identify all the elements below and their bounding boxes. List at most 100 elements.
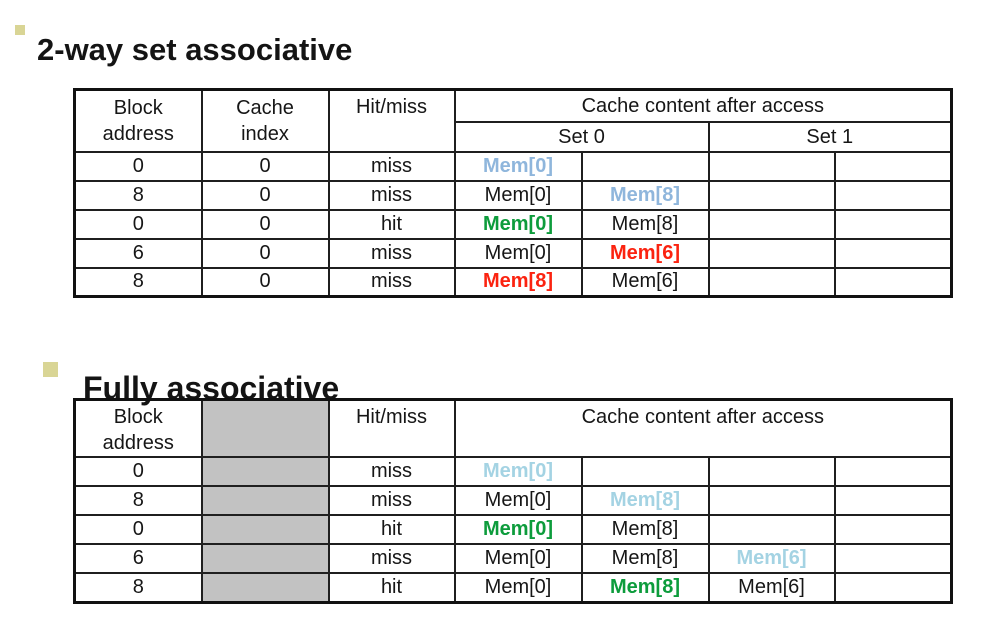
cache-content-cell: Mem[0] — [453, 514, 583, 545]
cache-content-cell — [707, 150, 836, 182]
cache-content-cell: Mem[6] — [707, 572, 836, 603]
cache-content-cell — [707, 514, 836, 545]
unused-index-cell — [200, 456, 330, 487]
cache-content-cell: Mem[0] — [453, 485, 583, 516]
table-row: 8 miss Mem[0] Mem[8] — [73, 485, 953, 516]
block-address-cell: 8 — [73, 266, 203, 298]
hit-miss-cell: miss — [327, 456, 456, 487]
cache-content-cell: Mem[0] — [453, 572, 583, 603]
cache-index-cell: 0 — [200, 208, 330, 240]
table-row: 0 0 miss Mem[0] — [73, 150, 953, 182]
unused-index-cell — [200, 543, 330, 574]
square-bullet-icon — [15, 25, 25, 35]
unused-index-cell — [200, 485, 330, 516]
cache-content-cell — [580, 150, 710, 182]
cache-content-cell: Mem[8] — [453, 266, 583, 298]
table-row: 0 0 hit Mem[0] Mem[8] — [73, 208, 953, 240]
cache-content-cell: Mem[6] — [580, 237, 710, 269]
cache-content-cell — [707, 237, 836, 269]
cache-content-cell: Mem[8] — [580, 485, 710, 516]
table-row: 6 0 miss Mem[0] Mem[6] — [73, 237, 953, 269]
cache-content-cell: Mem[6] — [707, 543, 836, 574]
table-row: 0 miss Mem[0] — [73, 456, 953, 487]
hit-miss-cell: miss — [327, 237, 456, 269]
unused-index-cell — [200, 514, 330, 545]
header-line: address — [102, 122, 174, 145]
cache-content-cell: Mem[0] — [453, 208, 583, 240]
cache-content-cell — [833, 150, 953, 182]
column-header-set0: Set 0 — [453, 120, 710, 153]
block-address-cell: 0 — [73, 514, 203, 545]
block-address-cell: 6 — [73, 543, 203, 574]
cache-content-cell — [833, 572, 953, 603]
cache-content-cell — [833, 514, 953, 545]
block-address-cell: 8 — [73, 179, 203, 211]
cache-content-cell: Mem[0] — [453, 543, 583, 574]
hit-miss-cell: miss — [327, 150, 456, 182]
two-way-set-associative-table: Block address Cache index Hit/miss Cache… — [73, 88, 954, 298]
table-row: 0 hit Mem[0] Mem[8] — [73, 514, 953, 545]
unused-index-cell — [200, 572, 330, 603]
cache-content-cell — [833, 543, 953, 574]
table-row: 6 miss Mem[0] Mem[8] Mem[6] — [73, 543, 953, 574]
header-line: Block — [113, 96, 163, 119]
hit-miss-cell: hit — [327, 572, 456, 603]
cache-content-cell — [707, 266, 836, 298]
table-header-row: Block address Cache index Hit/miss Cache… — [73, 88, 953, 153]
cache-content-cell — [833, 456, 953, 487]
cache-content-cell: Mem[6] — [580, 266, 710, 298]
column-header-hit-miss: Hit/miss — [327, 398, 456, 458]
section-title-2way: 2-way set associative — [37, 31, 353, 67]
column-header-cache-content: Cache content after access — [453, 88, 953, 123]
header-line: Cache — [236, 96, 294, 119]
hit-miss-cell: miss — [327, 266, 456, 298]
cache-index-cell: 0 — [200, 237, 330, 269]
cache-content-cell: Mem[8] — [580, 179, 710, 211]
block-address-cell: 0 — [73, 208, 203, 240]
table-row: 8 0 miss Mem[8] Mem[6] — [73, 266, 953, 298]
hit-miss-cell: miss — [327, 485, 456, 516]
cache-index-cell: 0 — [200, 150, 330, 182]
cache-content-cell — [833, 485, 953, 516]
table-row: 8 0 miss Mem[0] Mem[8] — [73, 179, 953, 211]
hit-miss-cell: hit — [327, 208, 456, 240]
block-address-cell: 8 — [73, 572, 203, 603]
cache-content-cell — [833, 208, 953, 240]
cache-content-cell — [580, 456, 710, 487]
column-header-cache-content: Cache content after access — [453, 398, 953, 458]
cache-content-cell: Mem[0] — [453, 179, 583, 211]
header-line: Block — [113, 406, 163, 428]
block-address-cell: 0 — [73, 150, 203, 182]
square-bullet-icon — [43, 362, 58, 377]
cache-content-cell: Mem[8] — [580, 208, 710, 240]
hit-miss-cell: hit — [327, 514, 456, 545]
table-subheader-row: Set 0 Set 1 — [75, 120, 953, 153]
column-header-block-address: Block address — [73, 88, 203, 153]
column-header-hit-miss: Hit/miss — [327, 88, 456, 153]
cache-index-cell: 0 — [200, 266, 330, 298]
cache-content-cell: Mem[0] — [453, 237, 583, 269]
block-address-cell: 6 — [73, 237, 203, 269]
cache-content-cell — [707, 208, 836, 240]
cache-content-cell — [833, 266, 953, 298]
header-line: address — [102, 432, 174, 454]
cache-content-cell: Mem[0] — [453, 456, 583, 487]
cache-content-cell — [707, 456, 836, 487]
hit-miss-cell: miss — [327, 179, 456, 211]
cache-content-cell: Mem[0] — [453, 150, 583, 182]
column-header-set1: Set 1 — [707, 120, 953, 153]
cache-content-cell — [833, 179, 953, 211]
cache-content-cell — [833, 237, 953, 269]
cache-content-cell: Mem[8] — [580, 572, 710, 603]
table-header-row: Block address Hit/miss Cache content aft… — [73, 398, 953, 458]
block-address-cell: 0 — [73, 456, 203, 487]
cache-index-cell: 0 — [200, 179, 330, 211]
cache-content-cell — [707, 485, 836, 516]
unused-index-header-cell — [200, 398, 330, 458]
header-line: index — [241, 122, 289, 145]
cache-content-cell: Mem[8] — [580, 543, 710, 574]
column-header-cache-index: Cache index — [200, 88, 330, 153]
block-address-cell: 8 — [73, 485, 203, 516]
cache-content-cell: Mem[8] — [580, 514, 710, 545]
